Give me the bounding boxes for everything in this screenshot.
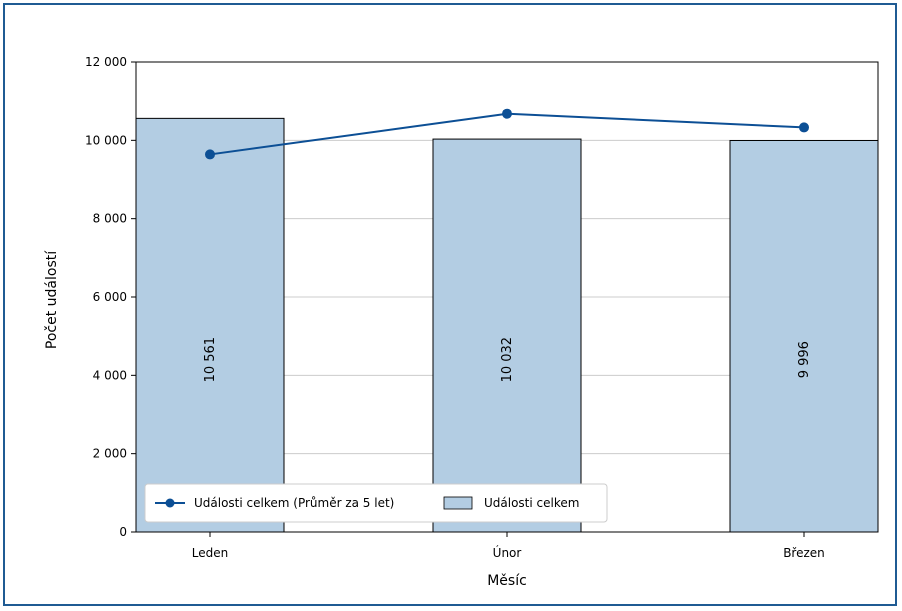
bar-value-label: 9 996 — [797, 341, 812, 378]
axis-layer: 0 2 000 4 000 6 000 8 000 10 000 12 000 Leden Ún… — [85, 55, 825, 560]
average-point — [502, 108, 512, 119]
y-tick-label: 8 000 — [93, 212, 127, 226]
bar — [432, 138, 582, 533]
legend-bar-swatch — [443, 496, 473, 510]
average-point — [205, 149, 215, 160]
average-point — [799, 122, 809, 133]
legend: Události celkem (Průměr za 5 let) Událos… — [144, 483, 608, 523]
y-tick-label: 6 000 — [93, 290, 127, 304]
y-tick-label: 12 000 — [85, 55, 127, 69]
line-layer — [205, 108, 809, 160]
bar-value-label: 10 032 — [500, 337, 515, 383]
x-tick-label: Únor — [493, 545, 522, 560]
bar-value-label: 10 561 — [203, 337, 218, 383]
legend-bar-label: Události celkem — [484, 496, 579, 510]
bar — [729, 139, 879, 533]
legend-box — [144, 483, 608, 523]
y-tick-label: 0 — [119, 525, 127, 539]
y-tick-label: 10 000 — [85, 133, 127, 147]
y-axis-title: Počet událostí — [44, 250, 60, 349]
y-tick-label: 4 000 — [93, 368, 127, 382]
legend-line-marker — [165, 498, 175, 508]
y-tick-label: 2 000 — [93, 447, 127, 461]
x-tick-label: Leden — [192, 546, 228, 560]
x-axis-title: Měsíc — [487, 573, 527, 589]
x-tick-label: Březen — [783, 546, 825, 560]
bars-layer: 10 561 10 032 9 996 — [135, 117, 879, 533]
bar — [135, 117, 285, 533]
legend-line-label: Události celkem (Průměr za 5 let) — [194, 496, 394, 510]
